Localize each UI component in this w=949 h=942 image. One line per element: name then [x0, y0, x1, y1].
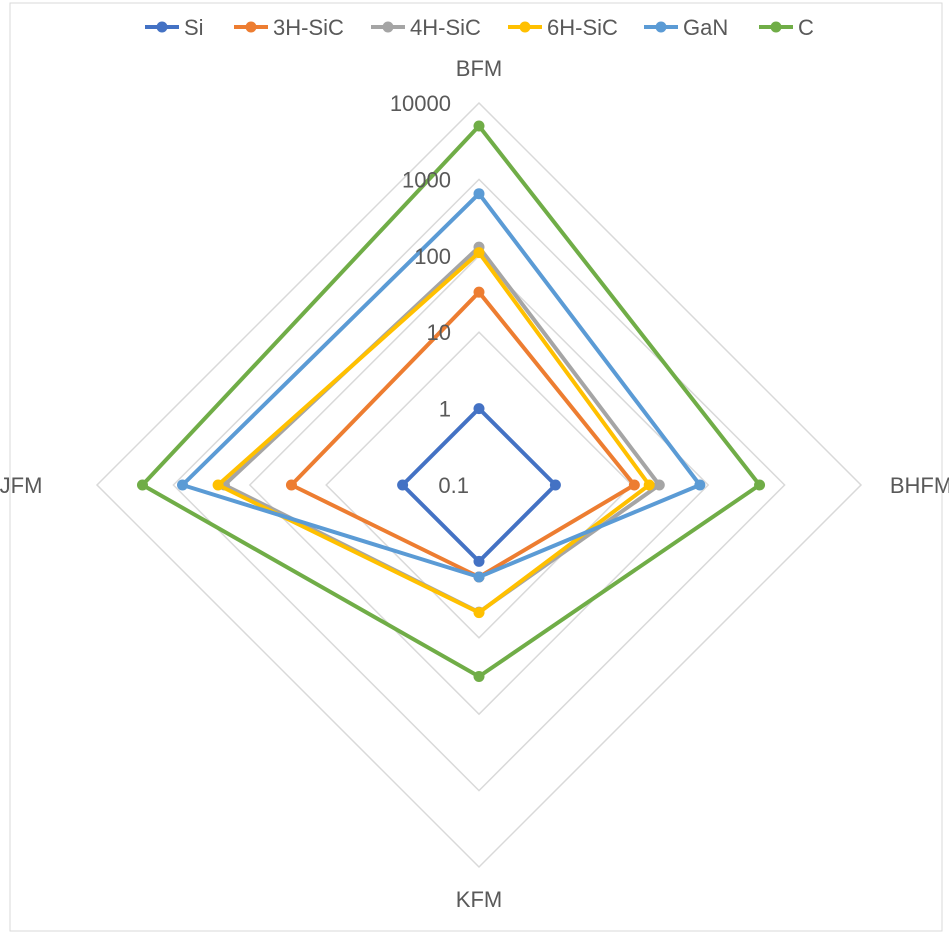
- tick-label: 1000: [402, 167, 451, 192]
- series-6H-SiC: [212, 247, 655, 619]
- series-line: [140, 123, 762, 679]
- data-point: [397, 479, 409, 491]
- legend-label: 3H-SiC: [273, 15, 344, 40]
- tick-labels: 0.1 1 10 100 1000 10000: [390, 91, 469, 498]
- data-point: [473, 247, 485, 259]
- legend-label: Si: [184, 15, 204, 40]
- axis-label-jfm: JFM: [0, 473, 42, 498]
- data-point: [754, 479, 766, 491]
- axis-label-bhfm: BHFM: [890, 473, 949, 498]
- axis-labels: BFM BHFM KFM JFM: [0, 56, 949, 912]
- legend-item: GaN: [644, 15, 728, 40]
- legend-marker: [655, 21, 667, 33]
- data-point: [653, 479, 665, 491]
- data-point: [473, 188, 485, 200]
- data-point: [473, 120, 485, 132]
- tick-label: 0.1: [438, 473, 469, 498]
- grid-ring-1: [401, 407, 557, 563]
- chart-border: [9, 2, 943, 932]
- data-point: [473, 555, 485, 567]
- legend-marker: [382, 21, 394, 33]
- legend-label: 4H-SiC: [410, 15, 481, 40]
- tick-label: 100: [414, 244, 451, 269]
- data-point: [694, 479, 706, 491]
- data-point: [473, 607, 485, 619]
- data-point: [177, 479, 189, 491]
- legend-label: GaN: [683, 15, 728, 40]
- series-line: [400, 406, 558, 564]
- legend-marker: [519, 21, 531, 33]
- data-point: [473, 403, 485, 415]
- legend-item: Si: [145, 15, 204, 40]
- data-point: [212, 479, 224, 491]
- legend-item: 3H-SiC: [234, 15, 344, 40]
- grid-ring-4: [172, 178, 786, 792]
- series-layer: [136, 120, 766, 682]
- legend-marker: [770, 21, 782, 33]
- legend-item: C: [759, 15, 814, 40]
- legend-item: 6H-SiC: [508, 15, 618, 40]
- grid-ring-2: [325, 331, 633, 639]
- legend-item: 4H-SiC: [371, 15, 481, 40]
- grid-ring-3: [248, 254, 710, 716]
- tick-label: 10: [427, 320, 451, 345]
- data-point: [473, 571, 485, 583]
- data-point: [136, 479, 148, 491]
- series-C: [136, 120, 766, 682]
- legend-label: C: [798, 15, 814, 40]
- data-point: [643, 479, 655, 491]
- legend-marker: [245, 21, 257, 33]
- legend-label: 6H-SiC: [547, 15, 618, 40]
- axis-label-bfm: BFM: [456, 56, 502, 81]
- legend-marker: [156, 21, 168, 33]
- data-point: [473, 670, 485, 682]
- grid-ring-5: [95, 101, 863, 869]
- axis-label-kfm: KFM: [456, 887, 502, 912]
- data-point: [549, 479, 561, 491]
- data-point: [285, 479, 297, 491]
- series-Si: [397, 403, 561, 567]
- data-point: [628, 479, 640, 491]
- series-GaN: [177, 188, 706, 583]
- data-point: [473, 286, 485, 298]
- radar-grid: [95, 101, 863, 869]
- legend: Si 3H-SiC 4H-SiC 6H-SiC GaN C: [145, 15, 814, 40]
- tick-label: 10000: [390, 91, 451, 116]
- tick-label: 1: [439, 397, 451, 422]
